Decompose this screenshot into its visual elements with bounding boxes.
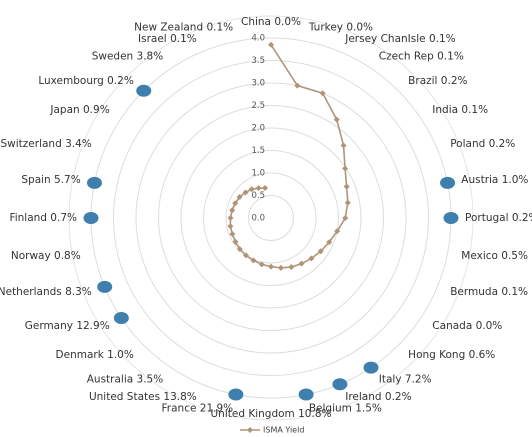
data-point xyxy=(229,231,236,238)
data-point xyxy=(236,193,243,200)
category-label: Czech Rep 0.1% xyxy=(379,51,464,63)
data-point xyxy=(268,263,274,270)
r-tick-label: 1.0 xyxy=(251,169,265,179)
data-point xyxy=(228,388,244,401)
grid-ring xyxy=(158,105,384,331)
grid-ring xyxy=(113,60,429,376)
data-point xyxy=(255,185,262,192)
category-label: Norway 0.8% xyxy=(11,250,81,262)
category-label: Switzerland 3.4% xyxy=(1,138,92,150)
series-line xyxy=(229,44,349,269)
data-point xyxy=(248,186,255,193)
data-point xyxy=(258,261,265,268)
data-point xyxy=(332,378,348,391)
category-label: Israel 0.1% xyxy=(138,33,197,45)
data-point xyxy=(298,260,305,267)
data-point xyxy=(443,212,459,224)
data-point xyxy=(317,248,324,255)
legend-marker xyxy=(247,427,253,433)
category-label: Canada 0.0% xyxy=(432,320,502,332)
data-point xyxy=(242,252,249,259)
grid-ring xyxy=(135,82,407,354)
data-point xyxy=(227,215,234,221)
data-point xyxy=(236,246,243,253)
data-point xyxy=(242,189,249,196)
data-point xyxy=(342,215,349,221)
category-label: Turkey 0.0% xyxy=(308,22,373,34)
data-point xyxy=(363,361,379,374)
category-label: Denmark 1.0% xyxy=(56,349,134,361)
data-point xyxy=(288,264,295,271)
category-label: France 21.9% xyxy=(162,402,234,414)
r-tick-label: 0.5 xyxy=(251,191,265,201)
category-label: India 0.1% xyxy=(432,104,488,116)
data-point xyxy=(342,165,349,172)
data-point xyxy=(294,82,301,89)
data-point xyxy=(440,176,456,189)
category-label: Spain 5.7% xyxy=(21,174,80,186)
data-point xyxy=(298,388,314,401)
grid-ring xyxy=(248,195,294,241)
category-label: New Zealand 0.1% xyxy=(134,22,233,34)
r-tick-label: 3.5 xyxy=(251,56,265,66)
data-point xyxy=(319,90,326,97)
data-point xyxy=(268,41,274,48)
category-label: Austria 1.0% xyxy=(461,174,528,186)
data-point xyxy=(262,184,269,191)
category-label: Japan 0.9% xyxy=(49,104,109,116)
legend-label: ISMA Yield xyxy=(263,426,304,435)
data-point xyxy=(343,183,350,190)
category-label: Jersey ChanIsle 0.1% xyxy=(344,33,455,45)
grid-ring xyxy=(180,127,362,309)
r-tick-label: 2.5 xyxy=(251,101,265,111)
r-tick-label: 2.0 xyxy=(251,124,265,134)
data-point xyxy=(340,142,347,149)
r-tick-label: 3.0 xyxy=(251,79,265,89)
category-label: Hong Kong 0.6% xyxy=(408,349,495,361)
category-label: Ireland 0.2% xyxy=(345,391,411,403)
outer-ring xyxy=(68,15,474,421)
r-tick-label: 4.0 xyxy=(251,34,265,44)
category-label: Brazil 0.2% xyxy=(408,75,467,87)
grid-ring xyxy=(203,150,339,286)
data-point xyxy=(136,84,152,97)
data-point xyxy=(97,280,113,293)
data-point xyxy=(86,176,102,189)
category-label: United States 13.8% xyxy=(89,391,197,403)
category-label: United Kingdom 10.8% xyxy=(211,408,332,420)
category-label: Poland 0.2% xyxy=(450,138,515,150)
data-point xyxy=(277,264,284,271)
data-point xyxy=(344,199,351,206)
grid-ring xyxy=(225,172,317,264)
data-point xyxy=(326,239,333,246)
category-label: Germany 12.9% xyxy=(25,320,110,332)
data-point xyxy=(83,212,99,224)
category-label: Netherlands 8.3% xyxy=(0,286,92,298)
category-label: Sweden 3.8% xyxy=(92,51,164,63)
data-point xyxy=(232,200,239,207)
data-point xyxy=(232,238,239,245)
category-label: Italy 7.2% xyxy=(379,373,432,385)
r-tick-label: 0.0 xyxy=(251,214,265,224)
r-tick-label: 1.5 xyxy=(251,146,265,156)
data-point xyxy=(227,223,234,230)
category-label: China 0.0% xyxy=(241,16,301,28)
data-point xyxy=(229,207,236,214)
category-label: Belgium 1.5% xyxy=(309,402,382,414)
data-point xyxy=(250,257,257,264)
category-label: Bermuda 0.1% xyxy=(450,286,528,298)
data-point xyxy=(113,312,129,325)
data-point xyxy=(308,255,315,262)
category-label: Mexico 0.5% xyxy=(461,250,528,262)
category-label: Luxembourg 0.2% xyxy=(38,75,133,87)
category-label: Australia 3.5% xyxy=(87,373,163,385)
data-point xyxy=(334,228,341,235)
data-point xyxy=(333,116,340,123)
category-label: Finland 0.7% xyxy=(9,212,77,224)
category-label: Portugal 0.2% xyxy=(465,212,532,224)
